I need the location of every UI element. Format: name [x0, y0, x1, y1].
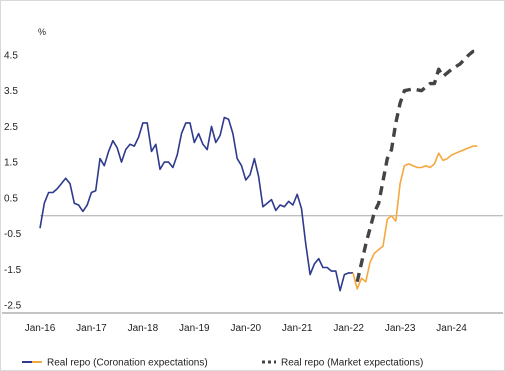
legend-label-market: Real repo (Market expectations) — [281, 358, 423, 369]
series-market-expectations-line — [355, 49, 478, 283]
legend: Real repo (Coronation expectations) Real … — [22, 358, 423, 369]
series-coronation-historical-line — [39, 116, 353, 292]
y-tick-label: 3.5 — [4, 86, 18, 97]
x-tick-label: Jan-18 — [128, 323, 159, 334]
y-unit-label: % — [38, 27, 46, 37]
y-tick-label: 2.5 — [4, 122, 18, 133]
y-axis-ticks: 4.5 3.5 2.5 1.5 0.5 -0.5 -1.5 -2.5 — [4, 51, 22, 312]
x-tick-label: Jan-21 — [282, 323, 313, 334]
y-tick-label: 1.5 — [4, 158, 18, 169]
x-tick-label: Jan-17 — [76, 323, 107, 334]
x-tick-label: Jan-23 — [385, 323, 416, 334]
series-coronation-forecast-line — [352, 145, 478, 290]
x-axis-ticks: Jan-16 Jan-17 Jan-18 Jan-19 Jan-20 Jan-21 Jan-… — [25, 323, 468, 334]
x-tick-label: Jan-19 — [179, 323, 210, 334]
y-tick-label: 0.5 — [4, 193, 18, 204]
y-tick-label: -1.5 — [4, 265, 22, 276]
y-tick-label: 4.5 — [4, 51, 18, 62]
legend-label-coronation: Real repo (Coronation expectations) — [47, 358, 208, 369]
x-tick-label: Jan-20 — [230, 323, 261, 334]
y-tick-label: -2.5 — [4, 301, 22, 312]
series-layer — [39, 49, 478, 292]
y-tick-label: -0.5 — [4, 229, 22, 240]
x-tick-label: Jan-24 — [436, 323, 467, 334]
x-tick-label: Jan-16 — [25, 323, 56, 334]
x-tick-label: Jan-22 — [333, 323, 364, 334]
